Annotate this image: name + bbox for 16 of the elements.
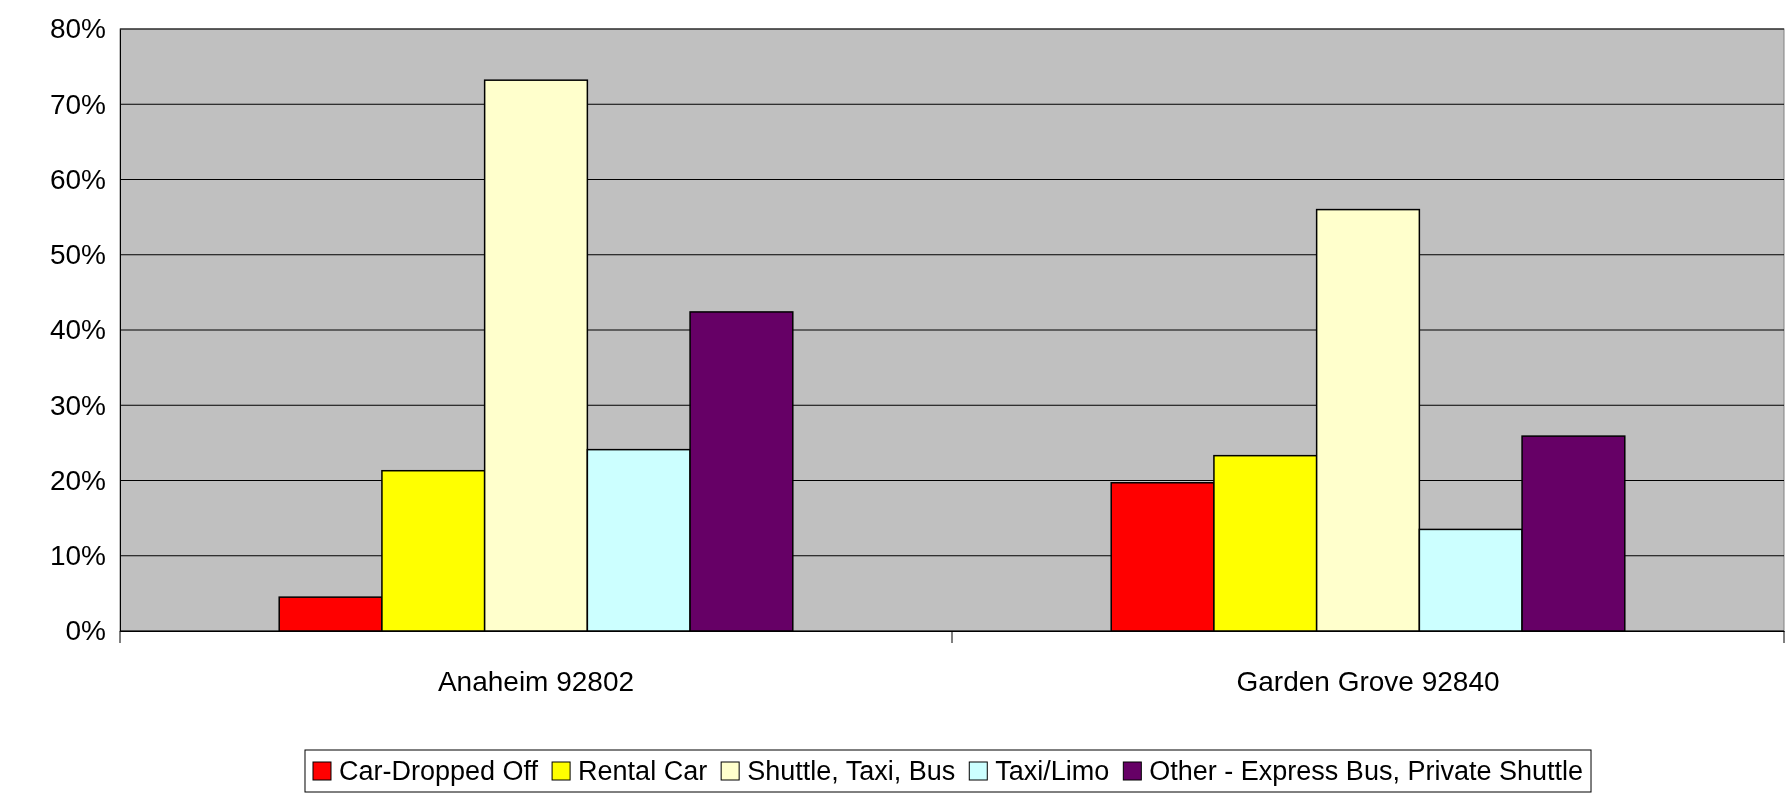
y-tick-label: 60%: [49, 163, 106, 195]
y-tick-label: 70%: [49, 88, 106, 120]
y-tick-label: 10%: [49, 540, 106, 572]
legend-label: Car-Dropped Off: [338, 756, 539, 786]
legend-label: Taxi/Limo: [995, 756, 1110, 786]
legend-label: Rental Car: [578, 756, 708, 786]
y-tick-label: 30%: [49, 389, 106, 421]
y-tick-label: 80%: [49, 13, 106, 45]
y-tick-label: 20%: [49, 464, 106, 496]
y-tick-label: 50%: [49, 239, 106, 271]
legend-label: Shuttle, Taxi, Bus: [747, 756, 956, 786]
legend-label: Other - Express Bus, Private Shuttle: [1149, 756, 1584, 786]
y-tick-label: 40%: [49, 314, 106, 346]
y-tick-label: 0%: [65, 615, 106, 647]
x-tick-label: Garden Grove 92840: [1236, 665, 1500, 697]
x-tick-label: Anaheim 92802: [437, 665, 635, 697]
